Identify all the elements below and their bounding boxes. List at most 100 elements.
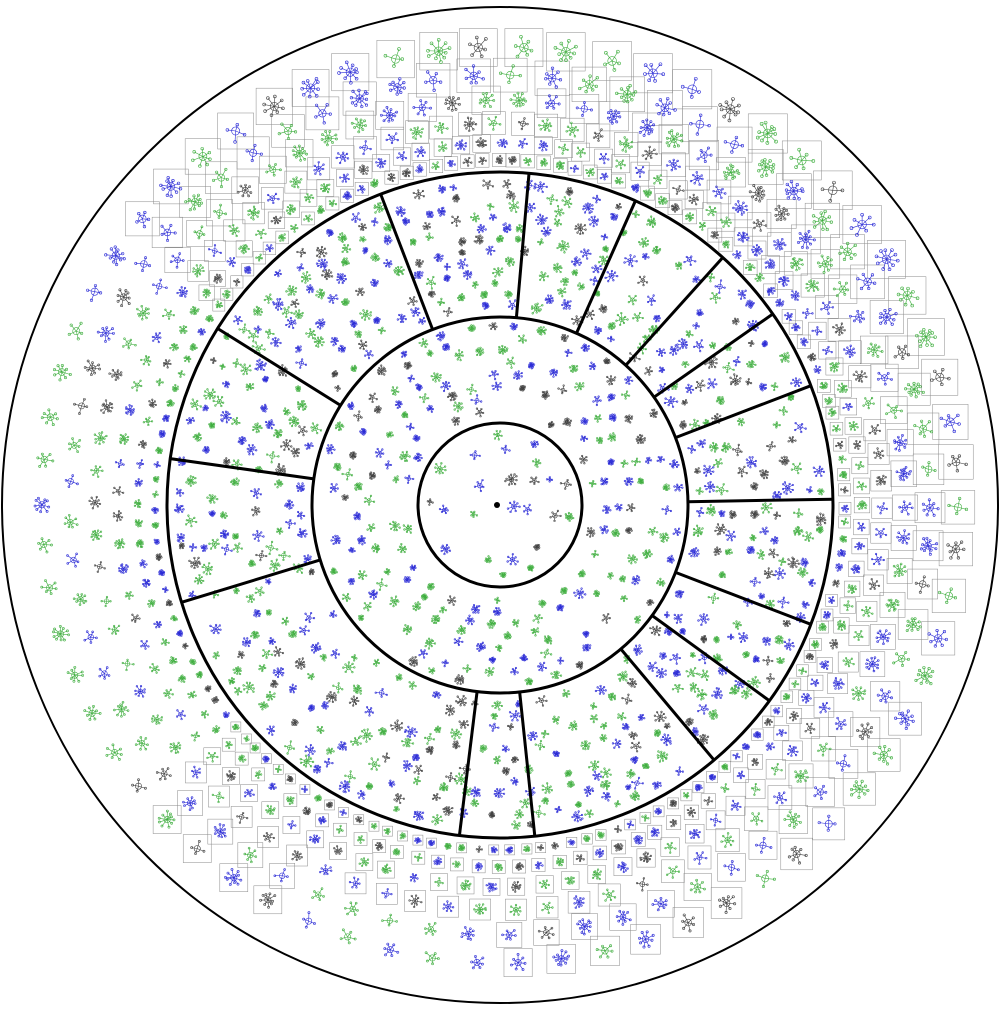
cluster-node xyxy=(220,278,223,281)
cluster-glyph xyxy=(460,879,472,891)
cluster-glyph xyxy=(238,243,250,255)
cluster-glyph xyxy=(776,729,787,737)
cluster-box xyxy=(767,785,793,810)
cluster-box xyxy=(198,284,215,301)
cluster-box xyxy=(825,405,840,420)
cluster-glyph xyxy=(170,615,179,622)
cluster-node xyxy=(790,315,793,318)
cluster-node xyxy=(462,845,465,848)
cluster-node xyxy=(839,568,842,571)
cluster-box xyxy=(640,185,655,201)
cluster-node xyxy=(824,628,827,631)
cluster-node xyxy=(380,158,383,161)
cluster-glyph xyxy=(775,298,785,307)
cluster-glyph xyxy=(791,323,801,332)
cluster-box xyxy=(286,844,308,867)
cluster-node xyxy=(773,289,776,293)
cluster-glyph xyxy=(431,161,440,171)
cluster-edge xyxy=(840,537,844,540)
cluster-node xyxy=(787,279,790,283)
cluster-glyph xyxy=(358,857,370,867)
cluster-box xyxy=(867,738,901,772)
cluster-glyph xyxy=(551,841,559,850)
cluster-glyph xyxy=(633,835,643,845)
cluster-node xyxy=(841,390,844,393)
cluster-glyph xyxy=(165,599,174,607)
cluster-box xyxy=(867,240,906,279)
cluster-edge xyxy=(820,625,823,628)
cluster-node xyxy=(436,161,439,164)
cluster-glyph xyxy=(750,782,761,796)
cluster-box xyxy=(206,199,233,227)
cluster-box xyxy=(412,162,427,177)
cluster-glyph xyxy=(840,486,849,494)
cluster-glyph xyxy=(494,863,504,872)
cluster-node xyxy=(723,768,726,771)
cluster-glyph xyxy=(672,185,685,195)
cluster-glyph xyxy=(238,754,247,763)
cluster-node xyxy=(748,268,751,272)
cluster-box xyxy=(912,453,945,485)
cluster-box xyxy=(780,837,813,871)
cluster-glyph xyxy=(855,461,865,470)
cluster-node xyxy=(842,509,845,512)
cluster-node xyxy=(832,581,835,584)
cluster-glyph xyxy=(179,325,188,334)
cluster-node xyxy=(816,642,819,645)
cluster-glyph xyxy=(818,622,827,631)
cluster-glyph xyxy=(205,314,214,323)
cluster-node xyxy=(219,280,222,283)
cluster-node xyxy=(699,784,702,787)
cluster-glyph xyxy=(153,538,160,545)
cluster-box xyxy=(546,32,586,72)
cluster-node xyxy=(312,196,315,199)
cluster-box xyxy=(535,842,546,853)
cluster-box xyxy=(204,240,226,262)
cluster-glyph xyxy=(567,839,576,846)
cluster-node xyxy=(745,747,748,750)
cluster-node xyxy=(755,735,758,738)
cluster-glyph xyxy=(357,835,365,844)
cluster-box xyxy=(682,106,718,143)
cluster-glyph xyxy=(807,352,817,362)
cluster-glyph xyxy=(753,731,762,739)
cluster-node xyxy=(785,693,788,696)
cluster-glyph xyxy=(160,638,170,646)
cluster-node xyxy=(292,210,295,213)
cluster-glyph xyxy=(536,844,545,851)
cluster-node xyxy=(781,283,784,286)
cluster-box xyxy=(512,859,526,874)
cluster-glyph xyxy=(169,656,178,665)
cluster-box xyxy=(595,829,607,841)
cluster-node xyxy=(782,697,786,700)
cluster-node xyxy=(835,369,839,372)
cluster-box xyxy=(684,190,704,209)
cluster-box xyxy=(682,209,697,225)
cluster-edge xyxy=(757,733,760,735)
cluster-box xyxy=(291,69,330,107)
cluster-box xyxy=(842,772,876,806)
cluster-box xyxy=(504,28,544,67)
cluster-box xyxy=(393,147,411,166)
cluster-box xyxy=(630,832,646,847)
cluster-glyph xyxy=(255,253,263,262)
cluster-box xyxy=(536,88,567,118)
cluster-node xyxy=(864,506,867,510)
cluster-node xyxy=(742,746,745,749)
cluster-node xyxy=(846,521,849,524)
cluster-node xyxy=(383,162,386,165)
cluster-box xyxy=(880,396,908,424)
cluster-glyph xyxy=(381,863,392,874)
cluster-glyph xyxy=(639,851,652,864)
cluster-box xyxy=(179,186,211,218)
cluster-box xyxy=(452,136,471,155)
cluster-box xyxy=(184,138,221,175)
cluster-node xyxy=(711,773,714,777)
cluster-glyph xyxy=(302,806,311,816)
cluster-edge xyxy=(801,670,803,674)
cluster-node xyxy=(778,710,781,713)
cluster-glyph xyxy=(839,535,848,543)
cluster-glyph xyxy=(836,382,849,393)
cluster-node xyxy=(772,709,775,712)
cluster-node xyxy=(500,159,503,163)
